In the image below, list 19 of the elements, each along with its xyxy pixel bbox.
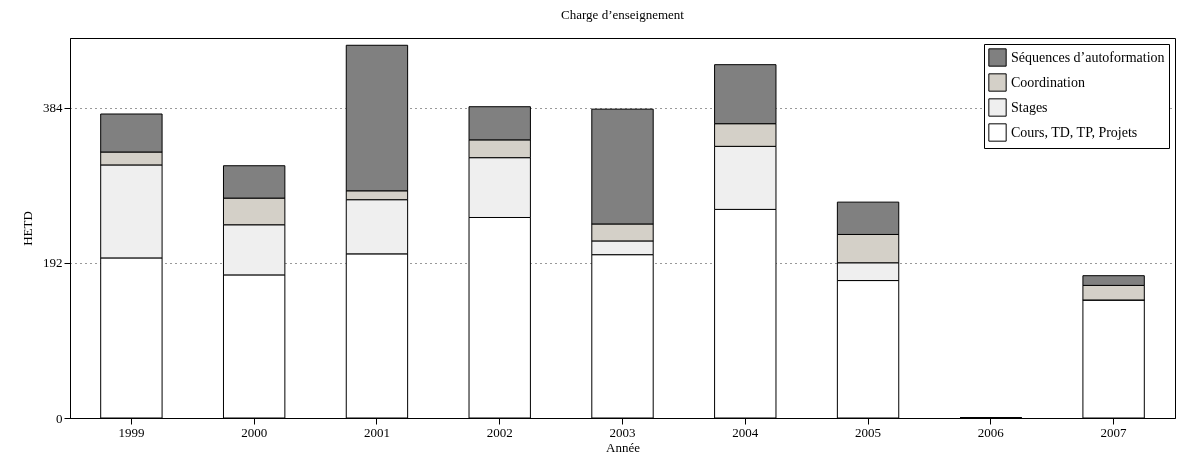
x-tick-label: 2005 <box>855 424 882 440</box>
x-axis-title: Année <box>606 439 641 455</box>
legend-label: Séquences d’autoformation <box>1011 49 1165 65</box>
y-tick-label: 384 <box>43 100 63 116</box>
chart-title: Charge d’enseignement <box>561 7 685 22</box>
x-tick-label: 2000 <box>241 424 268 440</box>
y-tick-label: 192 <box>43 255 63 271</box>
y-axis-title: HETD <box>20 211 35 246</box>
legend-label: Cours, TD, TP, Projets <box>1011 124 1138 140</box>
x-tick-label: 1999 <box>118 424 145 440</box>
legend-label: Stages <box>1011 99 1048 115</box>
x-tick-label: 2001 <box>363 424 390 440</box>
x-tick-label: 2003 <box>609 424 636 440</box>
x-tick-label: 2002 <box>486 424 513 440</box>
x-tick-label: 2007 <box>1100 424 1128 440</box>
legend-label: Coordination <box>1011 74 1085 90</box>
y-tick-label: 0 <box>56 410 63 426</box>
x-tick-label: 2006 <box>977 424 1005 440</box>
x-tick-label: 2004 <box>732 424 759 440</box>
